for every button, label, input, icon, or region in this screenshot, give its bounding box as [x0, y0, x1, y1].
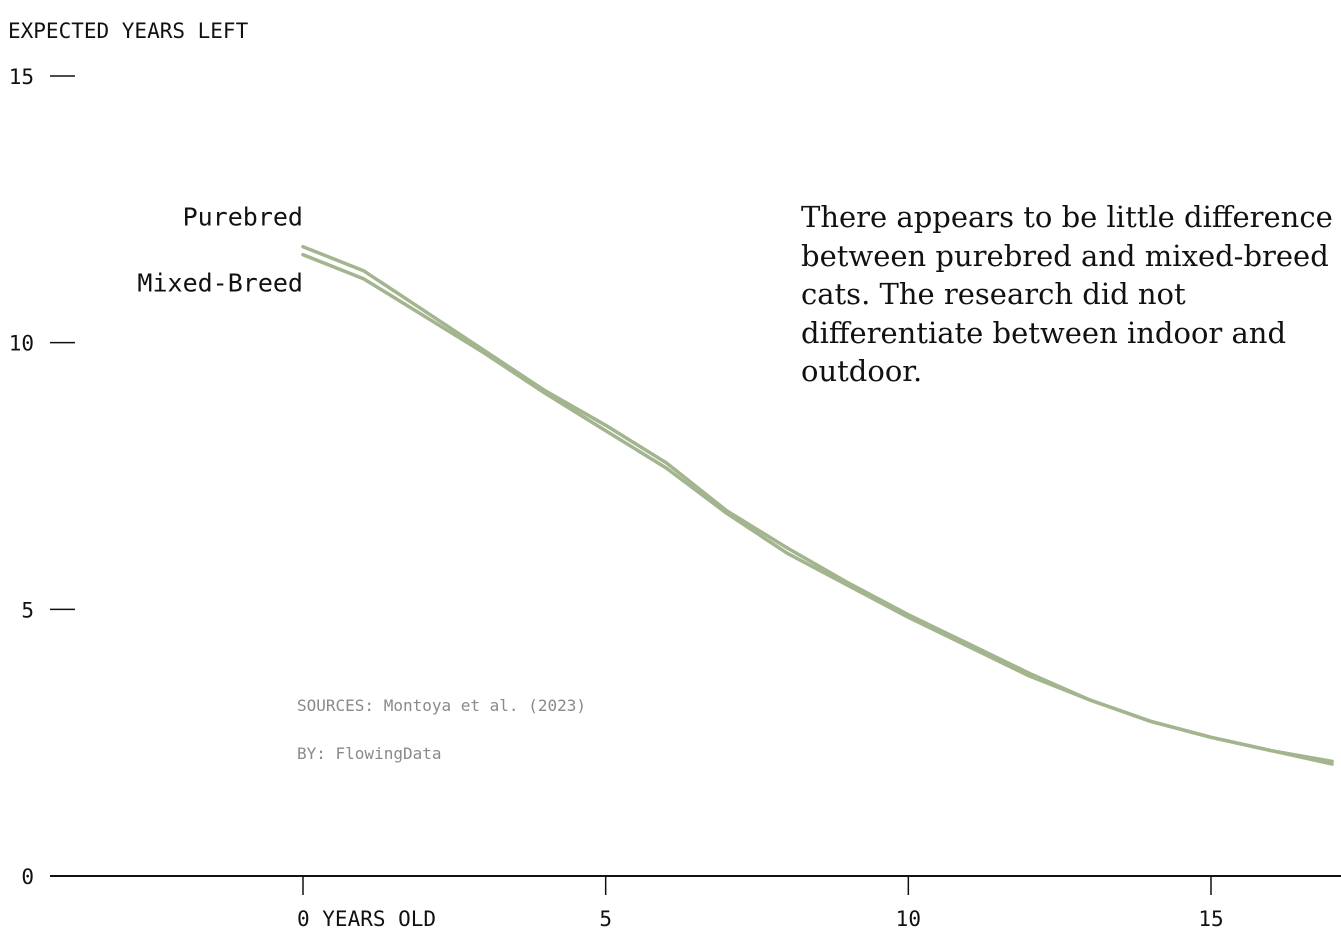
chart-annotation: There appears to be little difference be…: [801, 200, 1333, 388]
x-tick-label: 10: [896, 907, 921, 931]
y-tick-label: 5: [21, 598, 34, 622]
x-tick-label: 15: [1198, 907, 1223, 931]
x-tick-label: 5: [599, 907, 612, 931]
author-credit: BY: FlowingData: [297, 744, 442, 763]
sources-credit: SOURCES: Montoya et al. (2023): [297, 696, 586, 715]
series-line-mixed-breed: [301, 252, 1334, 766]
y-axis-title: EXPECTED YEARS LEFT: [8, 19, 249, 43]
y-tick-label: 15: [9, 65, 34, 89]
series-label-purebred: Purebred: [183, 203, 303, 232]
x-tick-label: 0 YEARS OLD: [297, 907, 436, 931]
y-tick-label: 0: [21, 865, 34, 889]
series-label-mixed-breed: Mixed-Breed: [137, 269, 303, 298]
y-tick-label: 10: [9, 332, 34, 356]
